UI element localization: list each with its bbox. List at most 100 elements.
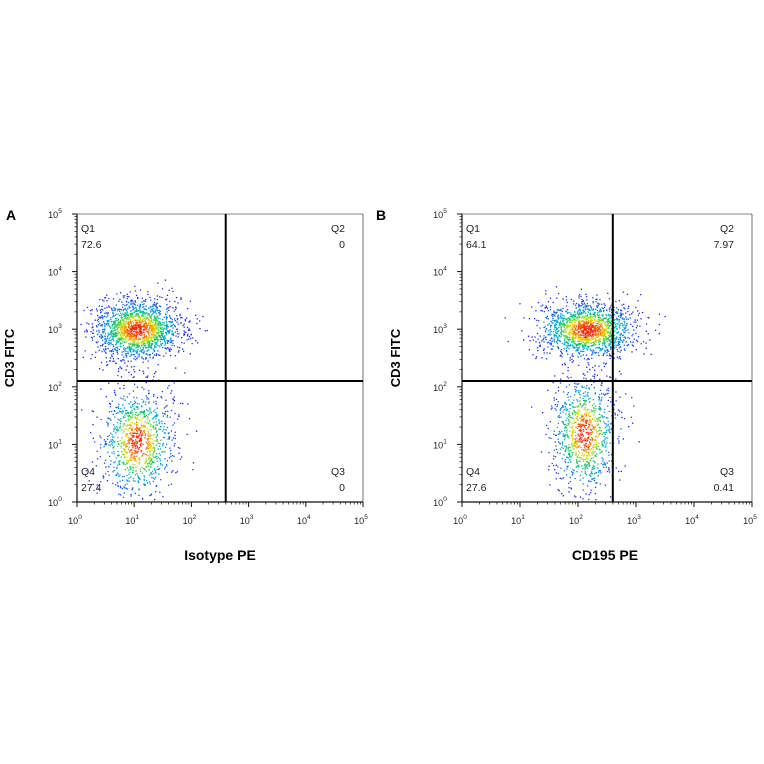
data-point: [558, 430, 561, 433]
data-point: [145, 358, 147, 360]
data-point: [146, 337, 148, 339]
data-point: [567, 317, 569, 319]
data-point: [550, 437, 552, 439]
data-point: [587, 445, 589, 447]
data-point: [596, 294, 598, 296]
data-point: [132, 350, 134, 353]
data-point: [146, 414, 148, 417]
data-point: [585, 404, 587, 406]
data-point: [106, 337, 108, 339]
data-point: [158, 422, 160, 425]
data-point: [135, 344, 137, 346]
data-point: [134, 334, 136, 336]
data-point: [159, 331, 161, 333]
data-point: [152, 340, 154, 342]
data-point: [126, 347, 129, 349]
data-point: [111, 343, 113, 346]
data-point: [127, 352, 129, 355]
data-point: [148, 455, 151, 457]
data-point: [579, 323, 581, 326]
data-point: [168, 484, 170, 486]
data-point: [587, 317, 589, 319]
data-point: [143, 328, 146, 330]
data-point: [152, 310, 154, 312]
data-point: [139, 446, 141, 449]
data-point: [128, 439, 131, 441]
data-point: [156, 333, 158, 335]
data-point: [555, 327, 557, 329]
data-point: [163, 316, 165, 318]
data-point: [553, 310, 555, 312]
data-point: [141, 411, 143, 414]
data-point: [146, 409, 148, 411]
data-point: [142, 318, 144, 320]
data-point: [165, 399, 167, 401]
data-point: [149, 434, 151, 437]
data-point: [599, 318, 601, 320]
data-point: [148, 438, 150, 440]
data-point: [129, 321, 131, 324]
data-point: [149, 316, 152, 319]
data-point: [98, 331, 100, 333]
data-point: [123, 461, 125, 463]
data-point: [104, 473, 107, 475]
data-point: [159, 327, 161, 330]
data-point: [603, 440, 605, 442]
data-point: [580, 434, 582, 436]
data-point: [153, 372, 156, 375]
data-point: [116, 340, 118, 342]
data-point: [145, 324, 148, 326]
data-point: [585, 443, 588, 445]
data-point: [604, 341, 606, 343]
data-point: [80, 323, 82, 326]
data-point: [131, 329, 133, 332]
data-point: [581, 302, 583, 304]
data-point: [581, 320, 583, 322]
data-point: [585, 474, 587, 476]
data-point: [150, 444, 152, 446]
data-point: [141, 334, 143, 336]
data-point: [599, 378, 601, 380]
data-point: [618, 343, 621, 346]
data-point: [637, 335, 640, 338]
data-point: [586, 467, 589, 469]
data-point: [92, 410, 95, 413]
data-point: [170, 453, 172, 455]
data-point: [583, 395, 585, 397]
data-point: [155, 418, 157, 420]
data-point: [159, 454, 161, 456]
data-point: [553, 312, 555, 314]
data-point: [122, 306, 124, 308]
data-point: [596, 329, 598, 331]
data-point: [556, 321, 559, 323]
data-point: [134, 356, 136, 358]
data-point: [178, 333, 180, 335]
data-point: [167, 432, 169, 435]
data-point: [617, 309, 619, 311]
data-point: [595, 439, 597, 441]
data-point: [615, 400, 617, 402]
data-point: [187, 403, 189, 405]
data-point: [624, 322, 626, 324]
data-point: [155, 323, 157, 325]
data-point: [149, 443, 151, 446]
data-point: [594, 326, 597, 328]
data-point: [568, 348, 570, 350]
data-point: [174, 326, 176, 328]
data-point: [202, 315, 204, 318]
data-point: [604, 393, 607, 395]
data-point: [127, 448, 130, 450]
data-point: [637, 300, 639, 302]
data-point: [147, 354, 149, 356]
data-point: [136, 429, 138, 432]
data-point: [156, 316, 159, 318]
data-point: [111, 354, 113, 356]
data-point: [578, 353, 580, 355]
data-point: [620, 313, 623, 316]
data-point: [564, 427, 566, 429]
data-point: [589, 321, 591, 323]
data-point: [147, 416, 149, 418]
data-point: [154, 317, 156, 319]
data-point: [135, 347, 137, 349]
